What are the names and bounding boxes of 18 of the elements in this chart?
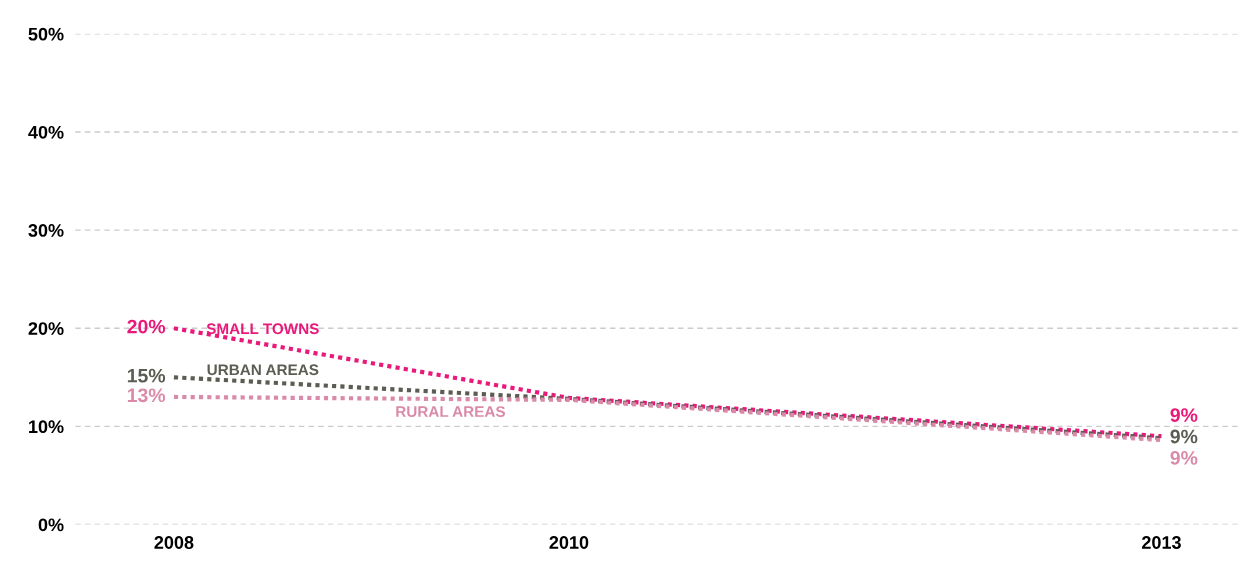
data-label: 20%	[127, 319, 166, 334]
y-tick-label: 10%	[29, 420, 64, 434]
y-tick-label: 30%	[28, 224, 64, 237]
data-label: 9%	[1170, 408, 1198, 422]
data-label: 13%	[127, 388, 166, 403]
x-tick-label: 2010	[549, 536, 589, 549]
data-label: 15%	[127, 368, 166, 383]
data-label: 9%	[1170, 429, 1198, 444]
x-tick-label: 2013	[1142, 536, 1181, 549]
series-label: SMALL TOWNS	[206, 323, 319, 335]
x-tick-label: 2008	[154, 536, 194, 549]
y-tick-label: 50%	[28, 27, 64, 41]
y-tick-label: 40%	[28, 125, 64, 139]
series-label: URBAN AREAS	[207, 364, 319, 376]
y-tick-label: 20%	[28, 322, 64, 335]
series-label: RURAL AREAS	[396, 406, 506, 417]
y-tick-label: 0%	[38, 518, 64, 532]
data-label: 9%	[1170, 451, 1198, 465]
